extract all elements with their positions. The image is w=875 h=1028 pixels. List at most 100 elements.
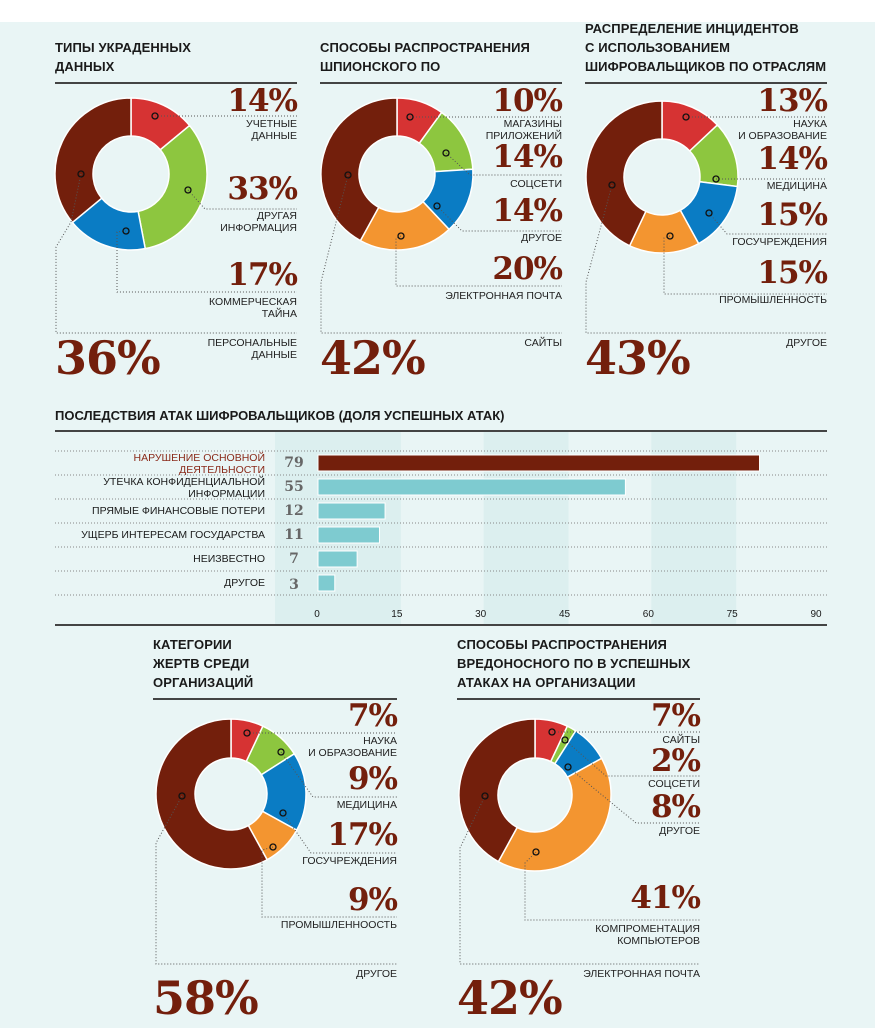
- donut-slice: [497, 757, 612, 872]
- slice-percent: 9%: [347, 761, 398, 797]
- leader-line: [280, 751, 397, 798]
- chart-title: КАТЕГОРИИ ЖЕРТВ СРЕДИ ОРГАНИЗАЦИЙ: [153, 637, 254, 690]
- axis-tick-label: 45: [558, 609, 571, 620]
- donut-chart: [320, 97, 562, 334]
- slice-label: СОЦСЕТИ: [648, 778, 700, 790]
- chart-title: СПОСОБЫ РАСПРОСТРАНЕНИЯ ВРЕДОНОСНОГО ПО …: [457, 637, 691, 690]
- bar-value-label: 3: [289, 577, 299, 593]
- top-white-band: [0, 0, 875, 22]
- bar-category-label: НЕИЗВЕСТНО: [193, 553, 265, 565]
- leader-dot: [532, 848, 540, 856]
- bar-value-label: 11: [284, 527, 304, 543]
- bar-chart-title: ПОСЛЕДСТВИЯ АТАК ШИФРОВАЛЬЩИКОВ (ДОЛЯ УС…: [55, 408, 505, 423]
- leader-dot: [184, 186, 192, 194]
- slice-percent-large: 58%: [153, 971, 259, 1025]
- slice-label: ДРУГОЕ: [659, 825, 700, 837]
- slice-label: ГОСУЧРЕЖДЕНИЯ: [302, 855, 397, 867]
- slice-label: НАУКА И ОБРАЗОВАНИЕ: [308, 735, 397, 759]
- leader-dot: [397, 232, 405, 240]
- bar: [317, 526, 380, 544]
- leader-dot: [608, 181, 616, 189]
- slice-percent: 9%: [347, 882, 398, 918]
- slice-percent: 15%: [757, 255, 828, 291]
- axis-tick-label: 90: [810, 609, 822, 620]
- leader-dot: [548, 728, 556, 736]
- chart-title: СПОСОБЫ РАСПРОСТРАНЕНИЯ ШПИОНСКОГО ПО: [320, 40, 530, 74]
- leader-line: [445, 152, 562, 176]
- leader-dot: [178, 792, 186, 800]
- bar-value-label: 79: [284, 455, 304, 471]
- leader-dot: [77, 170, 85, 178]
- leader-dot: [151, 112, 159, 120]
- slice-label: ДРУГАЯ ИНФОРМАЦИЯ: [220, 210, 297, 234]
- slice-label: КОМПРОМЕНТАЦИЯ КОМПЬЮТЕРОВ: [595, 923, 700, 947]
- donut-slice: [585, 100, 663, 247]
- axis-tick-label: 15: [391, 609, 403, 620]
- axis-tick-label: 75: [726, 609, 738, 620]
- slice-percent: 8%: [650, 789, 701, 825]
- title-rule: [153, 698, 397, 700]
- title-rule: [585, 82, 827, 84]
- chart-title: ТИПЫ УКРАДЕННЫХ ДАННЫХ: [55, 40, 191, 74]
- bar-category-label: НАРУШЕНИЕ ОСНОВНОЙ ДЕЯТЕЛЬНОСТИ: [133, 452, 265, 476]
- slice-label: НАУКА И ОБРАЗОВАНИЕ: [738, 118, 827, 142]
- slice-percent-large: 43%: [585, 331, 691, 385]
- slice-percent: 14%: [492, 139, 563, 175]
- bar-value-label: 12: [284, 503, 304, 519]
- slice-percent: 14%: [492, 193, 563, 229]
- bar-value-label: 7: [289, 551, 299, 567]
- slice-label: КОММЕРЧЕСКАЯ ТАЙНА: [209, 296, 297, 320]
- leader-dot: [433, 202, 441, 210]
- slice-label: ДРУГОЕ: [521, 232, 562, 244]
- slice-percent: 14%: [757, 141, 828, 177]
- slice-label: САЙТЫ: [662, 734, 700, 746]
- slice-label: ЭЛЕКТРОННАЯ ПОЧТА: [445, 290, 562, 302]
- leader-line: [564, 739, 700, 777]
- bar: [317, 550, 358, 568]
- donut-chart: [458, 718, 700, 965]
- slice-label: ПРОМЫШЛЕННООСТЬ: [280, 919, 397, 931]
- slice-percent: 41%: [630, 880, 701, 916]
- slice-percent: 7%: [650, 698, 701, 734]
- slice-label: МАГАЗИНЫ ПРИЛОЖЕНИЙ: [485, 118, 562, 142]
- title-rule: [320, 82, 562, 84]
- axis-tick-label: 60: [642, 609, 654, 620]
- slice-label: СОЦСЕТИ: [510, 178, 562, 190]
- leader-line: [708, 212, 827, 235]
- slice-label: ДРУГОЕ: [786, 337, 827, 349]
- leader-dot: [561, 736, 569, 744]
- slice-label: ЭЛЕКТРОННАЯ ПОЧТА: [583, 968, 700, 980]
- leader-dot: [406, 113, 414, 121]
- slice-label: УЧЕТНЫЕ ДАННЫЕ: [246, 118, 297, 142]
- leader-dot: [564, 763, 572, 771]
- slice-percent: 20%: [492, 251, 563, 287]
- slice-percent-large: 36%: [55, 331, 161, 385]
- axis-tick-label: 0: [314, 609, 320, 620]
- donut-slice: [155, 718, 269, 870]
- bar-category-label: ПРЯМЫЕ ФИНАНСОВЫЕ ПОТЕРИ: [92, 505, 265, 517]
- leader-line: [116, 230, 297, 293]
- bar-category-label: ДРУГОЕ: [224, 577, 265, 589]
- bar: [317, 454, 761, 472]
- donut-slice: [137, 124, 208, 250]
- leader-dot: [481, 792, 489, 800]
- donut-slice: [54, 97, 132, 224]
- leader-dot: [682, 113, 690, 121]
- slice-label: ГОСУЧРЕЖДЕНИЯ: [732, 236, 827, 248]
- slice-percent: 14%: [227, 83, 298, 119]
- leader-dot: [277, 748, 285, 756]
- bar: [317, 478, 626, 496]
- slice-percent-large: 42%: [320, 331, 426, 385]
- slice-percent: 10%: [492, 83, 563, 119]
- bar: [317, 574, 336, 592]
- top-rule: [55, 430, 827, 432]
- slice-percent-large: 42%: [457, 971, 563, 1025]
- slice-percent: 2%: [650, 743, 701, 779]
- leader-line: [436, 205, 562, 232]
- leader-dot: [269, 843, 277, 851]
- slice-percent: 13%: [757, 83, 828, 119]
- slice-percent: 7%: [347, 698, 398, 734]
- leader-line: [55, 173, 297, 334]
- slice-percent: 33%: [227, 171, 298, 207]
